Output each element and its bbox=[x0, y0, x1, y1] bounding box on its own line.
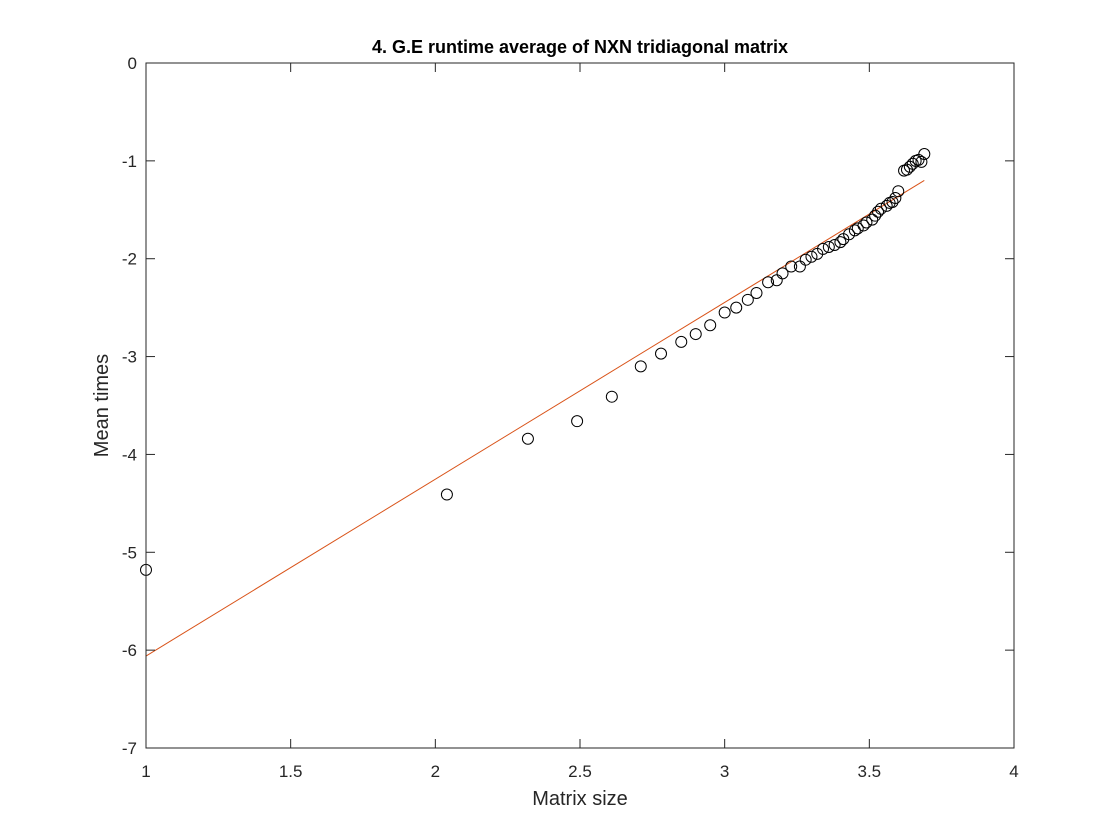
data-point bbox=[762, 276, 775, 289]
x-tick-label: 3.5 bbox=[858, 762, 882, 781]
data-point bbox=[689, 328, 702, 341]
y-tick-label: -4 bbox=[122, 445, 137, 464]
x-tick-label: 1.5 bbox=[279, 762, 303, 781]
data-point bbox=[915, 155, 928, 168]
data-point bbox=[874, 202, 887, 215]
data-point bbox=[776, 267, 789, 280]
plot-area bbox=[146, 63, 1014, 748]
data-point bbox=[834, 236, 847, 249]
y-tick-label: -5 bbox=[122, 543, 137, 562]
data-point bbox=[892, 185, 905, 198]
y-tick-label: -2 bbox=[122, 250, 137, 269]
data-point bbox=[571, 415, 584, 428]
data-point bbox=[605, 390, 618, 403]
data-point bbox=[655, 347, 668, 360]
y-tick-label: 0 bbox=[128, 54, 137, 73]
data-point bbox=[906, 157, 919, 170]
data-point bbox=[799, 253, 812, 266]
data-point bbox=[741, 293, 754, 306]
x-tick-label: 2 bbox=[431, 762, 440, 781]
data-point bbox=[440, 488, 453, 501]
data-point bbox=[750, 286, 763, 299]
y-tick-label: -7 bbox=[122, 739, 137, 758]
data-point bbox=[851, 222, 864, 235]
data-point bbox=[785, 260, 798, 273]
data-point bbox=[857, 219, 870, 232]
data-point bbox=[521, 432, 534, 445]
x-tick-label: 2.5 bbox=[568, 762, 592, 781]
x-tick-label: 1 bbox=[141, 762, 150, 781]
data-point bbox=[872, 205, 885, 218]
data-point bbox=[704, 319, 717, 332]
data-point bbox=[889, 192, 902, 205]
fit-line-layer bbox=[145, 180, 925, 657]
y-axis-title: Mean times bbox=[91, 354, 113, 457]
data-point bbox=[866, 213, 879, 226]
data-point bbox=[730, 301, 743, 314]
data-point bbox=[805, 250, 818, 263]
data-point bbox=[860, 216, 873, 229]
data-point bbox=[718, 306, 731, 319]
data-point bbox=[817, 242, 830, 255]
chart-title: 4. G.E runtime average of NXN tridiagona… bbox=[372, 37, 788, 57]
y-tick-label: -1 bbox=[122, 152, 137, 171]
y-tick-label: -6 bbox=[122, 641, 137, 660]
fit-line bbox=[145, 180, 925, 657]
data-point bbox=[886, 195, 899, 208]
data-point bbox=[675, 335, 688, 348]
y-tick-label: -3 bbox=[122, 348, 137, 367]
x-tick-label: 4 bbox=[1009, 762, 1018, 781]
data-point bbox=[634, 360, 647, 373]
x-tick-label: 3 bbox=[720, 762, 729, 781]
data-point bbox=[822, 240, 835, 253]
ticks-layer: 1 1.5 2 2.5 3 3.5 4 -7 -6 -5 -4 -3 -2 -1 0 bbox=[122, 54, 1019, 781]
data-point bbox=[918, 148, 931, 161]
x-axis-title: Matrix size bbox=[532, 788, 628, 810]
data-point bbox=[828, 239, 841, 252]
